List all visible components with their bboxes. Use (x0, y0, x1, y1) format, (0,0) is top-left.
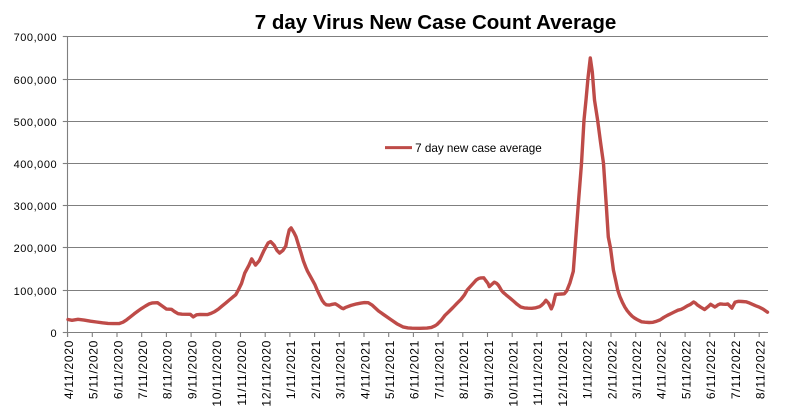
svg-text:1/11/2021: 1/11/2021 (284, 340, 298, 399)
svg-text:5/11/2022: 5/11/2022 (679, 340, 693, 399)
svg-text:2/11/2022: 2/11/2022 (605, 340, 619, 399)
svg-text:12/11/2020: 12/11/2020 (260, 340, 274, 407)
svg-text:5/11/2020: 5/11/2020 (87, 340, 101, 399)
svg-text:300,000: 300,000 (14, 201, 58, 213)
svg-text:200,000: 200,000 (14, 243, 58, 255)
svg-text:10/11/2021: 10/11/2021 (507, 340, 521, 407)
svg-text:8/11/2021: 8/11/2021 (457, 340, 471, 399)
svg-text:12/11/2021: 12/11/2021 (556, 340, 570, 407)
svg-text:7/11/2021: 7/11/2021 (432, 340, 446, 399)
svg-text:7 day new case average: 7 day new case average (415, 142, 542, 155)
svg-text:700,000: 700,000 (14, 32, 58, 44)
svg-text:3/11/2021: 3/11/2021 (334, 340, 348, 399)
svg-text:7 day Virus New Case Count Ave: 7 day Virus New Case Count Average (255, 11, 617, 34)
svg-text:4/11/2022: 4/11/2022 (655, 340, 669, 399)
svg-text:11/11/2020: 11/11/2020 (235, 340, 249, 406)
svg-text:9/11/2020: 9/11/2020 (185, 340, 199, 399)
svg-text:6/11/2020: 6/11/2020 (111, 340, 125, 399)
svg-text:8/11/2020: 8/11/2020 (161, 340, 175, 399)
svg-text:11/11/2021: 11/11/2021 (531, 340, 545, 406)
svg-text:5/11/2021: 5/11/2021 (383, 340, 397, 399)
svg-text:3/11/2022: 3/11/2022 (630, 340, 644, 399)
svg-text:500,000: 500,000 (14, 117, 58, 129)
svg-text:2/11/2021: 2/11/2021 (309, 340, 323, 399)
svg-text:0: 0 (51, 328, 58, 340)
svg-text:400,000: 400,000 (14, 159, 58, 171)
svg-text:4/11/2020: 4/11/2020 (62, 340, 76, 399)
svg-text:6/11/2021: 6/11/2021 (408, 340, 422, 399)
svg-text:7/11/2020: 7/11/2020 (136, 340, 150, 399)
svg-text:6/11/2022: 6/11/2022 (704, 340, 718, 399)
svg-text:7/11/2022: 7/11/2022 (729, 340, 743, 399)
svg-text:10/11/2020: 10/11/2020 (210, 340, 224, 407)
svg-text:9/11/2021: 9/11/2021 (482, 340, 496, 399)
svg-text:100,000: 100,000 (14, 286, 58, 298)
svg-text:4/11/2021: 4/11/2021 (358, 340, 372, 399)
svg-text:1/11/2022: 1/11/2022 (581, 340, 595, 399)
svg-text:600,000: 600,000 (14, 75, 58, 87)
svg-text:8/11/2022: 8/11/2022 (754, 340, 768, 399)
